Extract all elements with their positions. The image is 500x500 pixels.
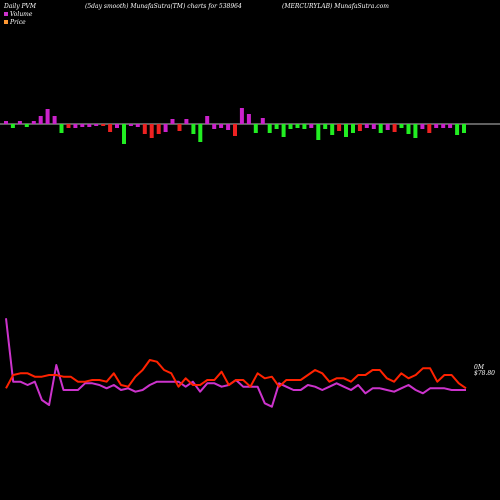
volume-bar bbox=[4, 121, 8, 124]
volume-bar bbox=[45, 109, 50, 124]
legend-price-swatch bbox=[4, 20, 8, 24]
volume-bar bbox=[212, 124, 217, 129]
volume-bar bbox=[80, 124, 85, 127]
header-left: Daily PVM bbox=[3, 3, 37, 10]
volume-line bbox=[5, 318, 466, 408]
volume-bar bbox=[52, 116, 57, 124]
volume-bar bbox=[427, 124, 432, 133]
volume-bar bbox=[330, 124, 335, 135]
volume-bar bbox=[24, 124, 29, 127]
volume-bar bbox=[101, 124, 106, 126]
volume-bar bbox=[337, 124, 342, 131]
volume-bar bbox=[246, 114, 251, 124]
volume-bar bbox=[385, 124, 390, 130]
volume-bar bbox=[344, 124, 348, 137]
volume-bar bbox=[295, 124, 300, 128]
legend-price-label: Price bbox=[9, 19, 26, 26]
volume-bar bbox=[149, 124, 154, 138]
volume-bar bbox=[31, 121, 36, 124]
volume-bar bbox=[135, 124, 140, 127]
volume-bar bbox=[17, 121, 22, 124]
volume-bar bbox=[170, 119, 175, 124]
volume-bar bbox=[156, 124, 161, 134]
volume-bar bbox=[226, 124, 231, 130]
volume-bar bbox=[115, 124, 119, 128]
volume-bar bbox=[364, 124, 369, 128]
legend-volume-swatch bbox=[4, 12, 8, 16]
volume-bar bbox=[462, 124, 466, 133]
volume-bar bbox=[73, 124, 78, 128]
volume-bar bbox=[316, 124, 321, 140]
volume-bar bbox=[309, 124, 314, 128]
volume-bar bbox=[66, 124, 71, 128]
volume-bar bbox=[378, 124, 383, 133]
volume-bars bbox=[4, 108, 466, 144]
volume-bar bbox=[281, 124, 286, 137]
legend-volume-label: Volume bbox=[10, 11, 33, 18]
volume-bar bbox=[191, 124, 196, 134]
volume-bar bbox=[128, 124, 133, 126]
volume-bar bbox=[177, 124, 182, 131]
volume-bar bbox=[413, 124, 418, 138]
price-tag-label: 0M bbox=[474, 364, 485, 371]
volume-bar bbox=[392, 124, 397, 132]
volume-bar bbox=[10, 124, 15, 128]
volume-bar bbox=[302, 124, 307, 129]
volume-bar bbox=[371, 124, 376, 129]
volume-bar bbox=[399, 124, 404, 128]
volume-bar bbox=[253, 124, 258, 133]
volume-bar bbox=[219, 124, 224, 128]
volume-bar bbox=[357, 124, 362, 131]
volume-bar bbox=[260, 118, 265, 124]
price-value-label: $78.80 bbox=[474, 370, 495, 377]
header-right: (MERCURYLAB) MunafaSutra.com bbox=[282, 3, 389, 10]
volume-bar bbox=[288, 124, 293, 129]
volume-bar bbox=[205, 116, 210, 124]
volume-bar bbox=[59, 124, 64, 133]
header-center: (5day smooth) MunafaSutra(TM) charts for… bbox=[85, 3, 242, 10]
legend: Volume Price bbox=[4, 11, 33, 26]
volume-bar bbox=[163, 124, 168, 132]
volume-bar bbox=[87, 124, 92, 127]
volume-bar bbox=[122, 124, 126, 144]
volume-bar bbox=[38, 116, 43, 124]
volume-bar bbox=[184, 119, 189, 124]
volume-bar bbox=[198, 124, 203, 142]
volume-bar bbox=[420, 124, 425, 129]
volume-bar bbox=[233, 124, 237, 136]
volume-bar bbox=[108, 124, 113, 132]
volume-bar bbox=[455, 124, 460, 135]
volume-bar bbox=[323, 124, 328, 129]
price-line bbox=[5, 359, 467, 390]
volume-bar bbox=[441, 124, 446, 128]
volume-bar bbox=[434, 124, 439, 128]
volume-bar bbox=[448, 124, 453, 128]
volume-bar bbox=[94, 124, 99, 126]
volume-bar bbox=[142, 124, 147, 134]
volume-bar bbox=[239, 108, 244, 124]
volume-bar bbox=[406, 124, 411, 134]
lines-group bbox=[5, 318, 467, 408]
volume-bar bbox=[267, 124, 272, 133]
volume-bar bbox=[351, 124, 355, 133]
volume-bar bbox=[274, 124, 279, 129]
